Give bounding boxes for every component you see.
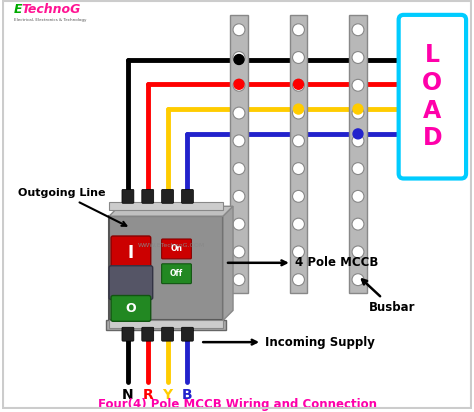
Circle shape — [352, 24, 364, 36]
Circle shape — [352, 246, 364, 258]
FancyBboxPatch shape — [122, 190, 134, 203]
Text: O: O — [126, 302, 136, 315]
Circle shape — [234, 80, 244, 89]
Circle shape — [292, 52, 304, 63]
FancyBboxPatch shape — [162, 327, 173, 341]
Circle shape — [292, 218, 304, 230]
Circle shape — [233, 163, 245, 175]
FancyBboxPatch shape — [142, 190, 154, 203]
FancyBboxPatch shape — [290, 15, 308, 293]
Circle shape — [233, 135, 245, 147]
Circle shape — [352, 190, 364, 202]
Circle shape — [233, 218, 245, 230]
Circle shape — [293, 80, 303, 89]
Circle shape — [292, 163, 304, 175]
FancyBboxPatch shape — [111, 295, 151, 321]
Circle shape — [233, 80, 245, 91]
Circle shape — [353, 129, 363, 139]
FancyBboxPatch shape — [109, 266, 153, 300]
Text: Off: Off — [170, 269, 183, 278]
FancyBboxPatch shape — [122, 327, 134, 341]
Text: 4 Pole MCCB: 4 Pole MCCB — [228, 256, 378, 269]
Circle shape — [352, 163, 364, 175]
Text: E: E — [14, 3, 22, 16]
FancyBboxPatch shape — [162, 190, 173, 203]
Text: Y: Y — [163, 388, 173, 402]
Circle shape — [233, 274, 245, 286]
Text: WWW.ETechnoG.COM: WWW.ETechnoG.COM — [137, 243, 205, 248]
FancyBboxPatch shape — [109, 202, 223, 210]
Circle shape — [233, 24, 245, 36]
Circle shape — [292, 190, 304, 202]
FancyBboxPatch shape — [109, 320, 223, 328]
Text: Four(4) Pole MCCB Wiring and Connection: Four(4) Pole MCCB Wiring and Connection — [98, 398, 376, 411]
FancyBboxPatch shape — [106, 320, 226, 330]
Text: Incoming Supply: Incoming Supply — [203, 336, 374, 349]
FancyBboxPatch shape — [111, 236, 151, 270]
Text: TechnoG: TechnoG — [22, 3, 81, 16]
Circle shape — [292, 80, 304, 91]
FancyBboxPatch shape — [230, 15, 248, 293]
Text: Outgoing Line: Outgoing Line — [18, 188, 126, 226]
Circle shape — [352, 52, 364, 63]
Text: B: B — [182, 388, 193, 402]
Circle shape — [352, 107, 364, 119]
FancyBboxPatch shape — [109, 216, 223, 320]
Circle shape — [352, 135, 364, 147]
Text: A: A — [423, 98, 441, 123]
FancyBboxPatch shape — [142, 327, 154, 341]
Circle shape — [233, 52, 245, 63]
Text: On: On — [171, 244, 182, 253]
Circle shape — [233, 246, 245, 258]
FancyBboxPatch shape — [182, 190, 193, 203]
Circle shape — [292, 246, 304, 258]
FancyBboxPatch shape — [182, 327, 193, 341]
Text: R: R — [142, 388, 153, 402]
Circle shape — [352, 80, 364, 91]
Circle shape — [292, 24, 304, 36]
Circle shape — [293, 104, 303, 114]
Circle shape — [233, 107, 245, 119]
Text: D: D — [422, 126, 442, 150]
Text: Electrical, Electronics & Technology: Electrical, Electronics & Technology — [14, 18, 86, 22]
Circle shape — [353, 104, 363, 114]
FancyBboxPatch shape — [162, 239, 191, 259]
Text: Busbar: Busbar — [362, 279, 415, 314]
Polygon shape — [223, 206, 233, 320]
Text: I: I — [128, 244, 134, 262]
Circle shape — [292, 107, 304, 119]
Circle shape — [234, 54, 244, 64]
Text: N: N — [122, 388, 134, 402]
FancyBboxPatch shape — [349, 15, 367, 293]
Circle shape — [233, 190, 245, 202]
FancyBboxPatch shape — [399, 15, 466, 178]
Circle shape — [352, 274, 364, 286]
Circle shape — [292, 274, 304, 286]
Text: L: L — [425, 43, 440, 67]
Circle shape — [352, 218, 364, 230]
Circle shape — [292, 135, 304, 147]
FancyBboxPatch shape — [162, 264, 191, 283]
Polygon shape — [109, 206, 233, 216]
Text: O: O — [422, 71, 442, 95]
